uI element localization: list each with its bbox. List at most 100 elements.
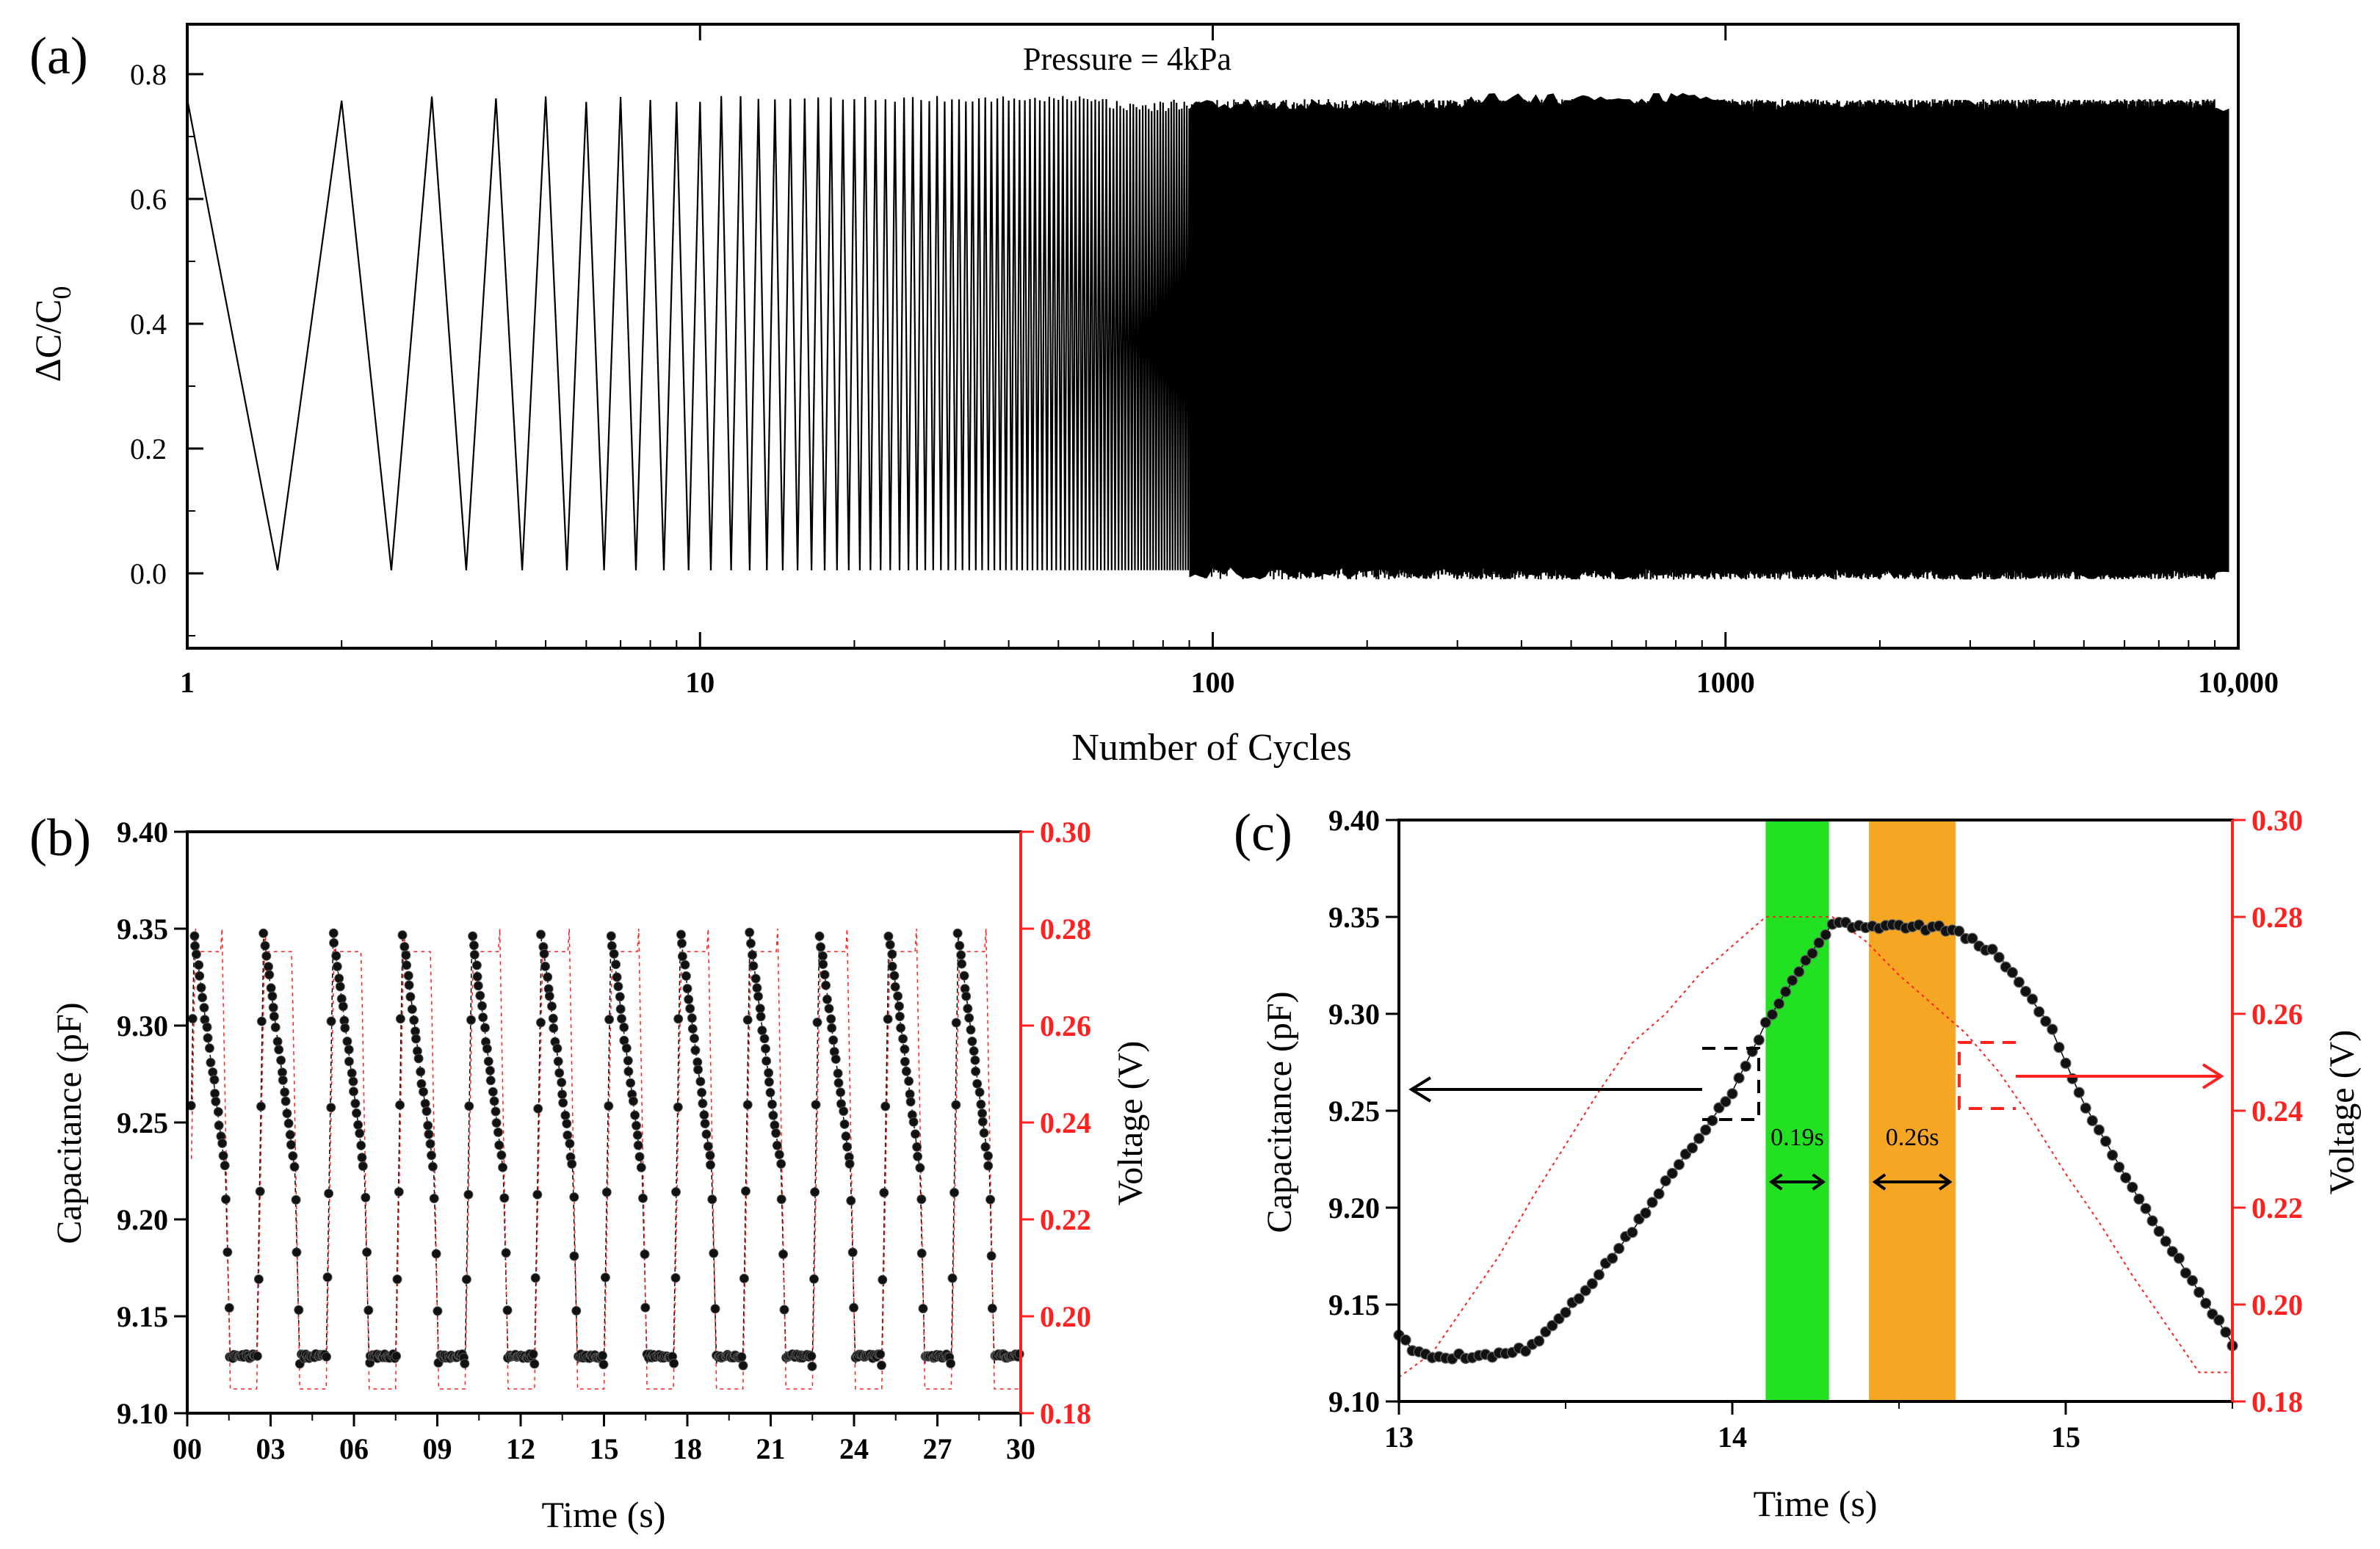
panel-b-cap-point — [964, 1013, 974, 1023]
panel-b-cap-point — [411, 1034, 421, 1044]
panel-c-shade-response — [1765, 820, 1829, 1401]
panel-b-cap-point — [210, 1089, 220, 1098]
panel-c-ytick-right-label: 0.18 — [2251, 1385, 2303, 1418]
panel-b-label: (b) — [29, 808, 91, 867]
panel-b-cap-point — [619, 1022, 629, 1032]
panel-b-ytick-right-label: 0.28 — [1040, 913, 1091, 946]
panel-c-shade-arrow-recovery — [1872, 1173, 1953, 1191]
panel-b-cap-point — [952, 928, 963, 938]
panel-b-cap-point — [957, 959, 967, 969]
panel-b-cap-point — [569, 1251, 579, 1261]
panel-b-cap-point — [844, 1158, 855, 1169]
panel-b-cap-point — [363, 1305, 374, 1316]
panel-b-cap-point — [908, 1117, 919, 1127]
panel-b-cap-point — [628, 1096, 638, 1106]
panel-c-cap-point — [2013, 976, 2025, 988]
panel-b-cap-point — [776, 1194, 786, 1205]
panel-b-cap-point — [468, 931, 478, 941]
panel-b-ytick-left-label: 9.20 — [117, 1203, 168, 1236]
panel-c-cap-point — [2200, 1297, 2212, 1309]
panel-a-ylabel-main: ΔC/C — [27, 300, 68, 382]
panel-b-xtick-label: 03 — [256, 1432, 286, 1465]
panel-b-cap-point — [285, 1130, 295, 1140]
panel-a-dense-region — [1189, 92, 2229, 580]
panel-b-ytick-right-label: 0.20 — [1040, 1300, 1091, 1333]
panel-c-ytick-right-label: 0.26 — [2251, 998, 2303, 1031]
panel-b-cap-point — [684, 994, 694, 1004]
panel-b-cap-point — [742, 1015, 753, 1025]
panel-b-cap-point — [833, 1078, 844, 1088]
panel-c-cap-point — [2040, 1015, 2052, 1027]
panel-b-cap-point — [268, 1002, 278, 1012]
panel-b-cap-point — [554, 1068, 565, 1078]
panel-b-cap-point — [961, 991, 972, 1001]
panel-b-cap-point — [552, 1043, 563, 1053]
panel-b-xtick-label: 18 — [673, 1432, 702, 1465]
panel-b-ytick-right-label: 0.24 — [1040, 1106, 1091, 1139]
panel-b: 00 03 06 09 12 15 18 21 24 27 30 9.10 9.15 9.20 9.25 9.… — [29, 808, 1150, 1535]
panel-b-cap-point — [807, 1361, 817, 1371]
panel-b-cap-point — [478, 1012, 488, 1023]
panel-b-cap-point — [970, 1055, 980, 1065]
panel-c-cap-point — [1593, 1269, 1605, 1281]
panel-c-cap-point — [1640, 1207, 1652, 1219]
panel-b-cap-point — [707, 1194, 717, 1205]
panel-b-cap-point — [849, 1302, 859, 1313]
panel-b-cap-point — [494, 1140, 504, 1150]
panel-a-ytick-label: 0.6 — [130, 183, 167, 216]
panel-b-xtick-label: 27 — [923, 1432, 952, 1465]
panel-b-cap-point — [918, 1304, 928, 1313]
panel-b-cap-point — [540, 961, 550, 971]
panel-b-cap-point — [671, 1187, 681, 1197]
panel-b-cap-point — [710, 1304, 720, 1314]
panel-b-ytick-right-label: 0.26 — [1040, 1009, 1091, 1042]
panel-b-cap-point — [883, 931, 894, 941]
panel-b-cap-point — [682, 984, 692, 994]
panel-b-cap-point — [809, 1274, 819, 1284]
panel-a-plot-area — [186, 92, 2229, 580]
panel-b-cap-point — [567, 1159, 577, 1169]
panel-c-cap-point — [1533, 1335, 1545, 1347]
panel-c-cap-point — [2086, 1114, 2098, 1127]
panel-b-xtick-label: 00 — [173, 1432, 202, 1465]
panel-b-cap-point — [670, 1273, 681, 1283]
panel-b-cap-point — [887, 961, 897, 971]
panel-b-cap-point — [326, 1016, 336, 1026]
panel-b-cap-point — [955, 940, 965, 951]
panel-b-cap-point — [407, 1004, 417, 1015]
panel-a-annotation: Pressure = 4kPa — [1023, 41, 1231, 77]
panel-b-cap-point — [203, 1033, 213, 1043]
panel-b-cap-point — [681, 971, 691, 981]
panel-b-cap-point — [904, 1076, 914, 1087]
panel-b-cap-point — [986, 1251, 997, 1261]
panel-c-xlabel: Time (s) — [1753, 1483, 1877, 1524]
panel-b-cap-point — [563, 1130, 573, 1140]
panel-b-ytick-left-label: 9.40 — [117, 816, 168, 849]
panel-b-cap-point — [770, 1120, 780, 1131]
panel-b-cap-point — [946, 1358, 956, 1368]
panel-b-cap-point — [883, 1014, 893, 1024]
panel-c-cap-point — [1726, 1088, 1738, 1100]
panel-b-cap-point — [748, 950, 757, 960]
panel-b-cap-point — [270, 1022, 281, 1032]
panel-b-cap-point — [433, 1306, 443, 1316]
panel-b-cap-point — [499, 1193, 510, 1203]
panel-b-cap-point — [950, 1188, 959, 1197]
panel-b-cap-point — [765, 1087, 775, 1098]
panel-b-cap-point — [600, 1272, 610, 1283]
panel-b-cap-point — [206, 1057, 216, 1067]
panel-b-cap-point — [896, 1023, 906, 1033]
panel-b-cap-point — [461, 1274, 471, 1285]
panel-a-ylabel-sub: 0 — [47, 286, 76, 300]
panel-b-cap-point — [885, 940, 895, 950]
panel-b-cap-point — [190, 941, 200, 951]
panel-b-cap-point — [640, 1249, 650, 1259]
panel-b-cap-point — [913, 1151, 923, 1161]
panel-c-cap-point — [1806, 947, 1818, 959]
panel-b-cap-point — [812, 1017, 822, 1028]
panel-c-cap-point — [2099, 1135, 2112, 1147]
panel-c-cap-point — [2220, 1326, 2232, 1338]
panel-b-cap-point — [475, 990, 485, 1001]
panel-a-xlabel: Number of Cycles — [1071, 727, 1351, 769]
panel-b-cap-point — [985, 1194, 996, 1205]
